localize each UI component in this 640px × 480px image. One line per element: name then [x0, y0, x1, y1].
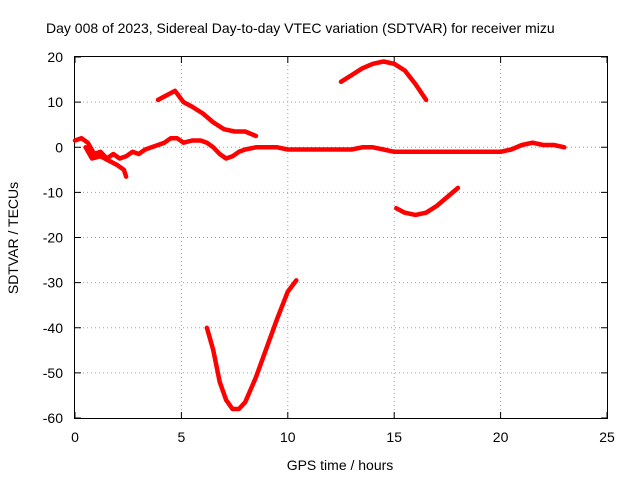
series-deep-v	[204, 278, 299, 412]
x-axis-label: GPS time / hours	[287, 457, 394, 473]
x-tick-label: 5	[178, 429, 186, 445]
x-tick-label: 25	[599, 429, 615, 445]
x-tick-label: 0	[71, 429, 79, 445]
grid	[75, 57, 607, 418]
chart-title: Day 008 of 2023, Sidereal Day-to-day VTE…	[46, 20, 555, 36]
y-tick-label: -40	[43, 320, 63, 336]
y-tick-label: 20	[47, 49, 63, 65]
y-tick-label: 10	[47, 94, 63, 110]
x-tick-label: 15	[386, 429, 402, 445]
y-tick-label: -20	[43, 230, 63, 246]
series-upper-right-arc	[338, 59, 429, 103]
y-tick-label: 0	[55, 139, 63, 155]
series-main-trace	[72, 135, 567, 161]
y-tick-label: -50	[43, 365, 63, 381]
y-tick-label: -10	[43, 184, 63, 200]
x-tick-label: 10	[280, 429, 296, 445]
y-axis-label: SDTVAR / TECUs	[5, 182, 21, 294]
series-lower-right-arc	[394, 185, 461, 218]
series-early-dip	[83, 145, 129, 179]
axis-ticks: 0 5 10 15 20 25 -60 -50 -40 -30 -20 -10 0 10 20	[43, 49, 615, 445]
series-upper-left-arc	[155, 88, 259, 139]
y-tick-label: -30	[43, 275, 63, 291]
data-series	[72, 59, 567, 412]
plot-frame	[74, 56, 608, 419]
x-tick-label: 20	[493, 429, 509, 445]
y-tick-label: -60	[43, 410, 63, 426]
